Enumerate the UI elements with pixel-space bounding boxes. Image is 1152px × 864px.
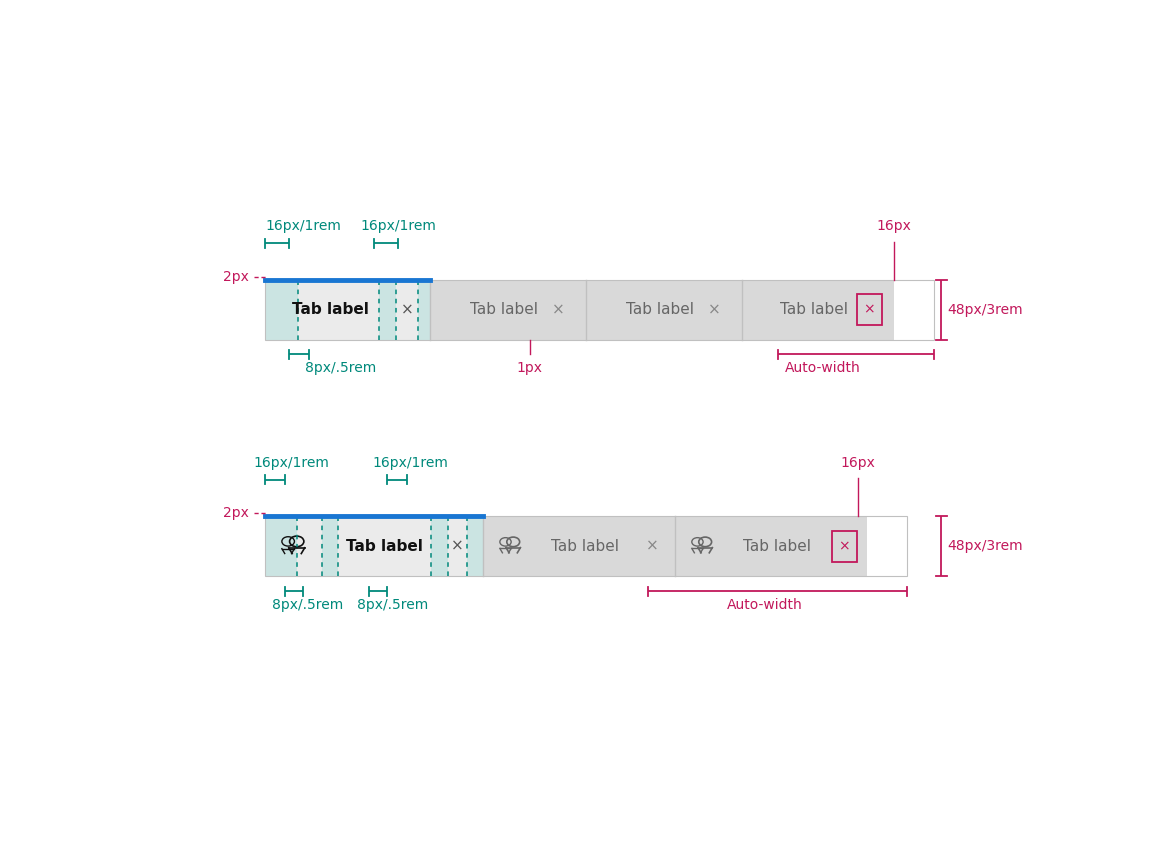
- Text: Tab label: Tab label: [347, 538, 423, 554]
- Bar: [431, 516, 448, 576]
- Bar: [265, 516, 484, 576]
- Text: Auto-width: Auto-width: [727, 598, 803, 612]
- Text: ×: ×: [401, 302, 414, 317]
- Text: 16px: 16px: [841, 455, 876, 470]
- Bar: [323, 516, 339, 576]
- Text: ×: ×: [707, 302, 720, 317]
- Bar: [265, 280, 934, 340]
- Text: Auto-width: Auto-width: [785, 361, 861, 375]
- Text: 48px/3rem: 48px/3rem: [947, 303, 1023, 317]
- Text: Tab label: Tab label: [626, 302, 695, 317]
- Bar: [265, 516, 908, 576]
- Text: 8px/.5rem: 8px/.5rem: [305, 361, 376, 375]
- Text: 16px/1rem: 16px/1rem: [253, 455, 329, 470]
- Bar: [742, 280, 894, 340]
- Text: 8px/.5rem: 8px/.5rem: [357, 598, 427, 612]
- Text: 16px/1rem: 16px/1rem: [372, 455, 448, 470]
- Bar: [265, 280, 430, 340]
- Bar: [832, 530, 857, 562]
- Bar: [430, 280, 586, 340]
- Text: ×: ×: [864, 303, 876, 317]
- Text: 16px/1rem: 16px/1rem: [265, 219, 341, 233]
- Text: 16px: 16px: [877, 219, 911, 233]
- Text: ×: ×: [450, 538, 464, 554]
- Bar: [857, 295, 882, 326]
- Text: 2px: 2px: [223, 270, 249, 283]
- Text: ×: ×: [839, 539, 850, 553]
- Text: ×: ×: [552, 302, 564, 317]
- Bar: [467, 516, 484, 576]
- Bar: [484, 516, 675, 576]
- Text: Tab label: Tab label: [743, 538, 811, 554]
- Bar: [379, 280, 396, 340]
- Text: Tab label: Tab label: [551, 538, 619, 554]
- Bar: [418, 280, 430, 340]
- Text: 8px/.5rem: 8px/.5rem: [272, 598, 343, 612]
- Text: ×: ×: [646, 538, 659, 554]
- Text: Tab label: Tab label: [780, 302, 848, 317]
- Text: Tab label: Tab label: [293, 302, 370, 317]
- Text: Tab label: Tab label: [470, 302, 538, 317]
- Text: 48px/3rem: 48px/3rem: [947, 539, 1023, 553]
- Text: 2px: 2px: [223, 505, 249, 520]
- Text: 16px/1rem: 16px/1rem: [361, 219, 437, 233]
- Bar: [265, 280, 297, 340]
- Bar: [586, 280, 742, 340]
- Text: 1px: 1px: [517, 361, 543, 375]
- Bar: [675, 516, 867, 576]
- Bar: [265, 516, 297, 576]
